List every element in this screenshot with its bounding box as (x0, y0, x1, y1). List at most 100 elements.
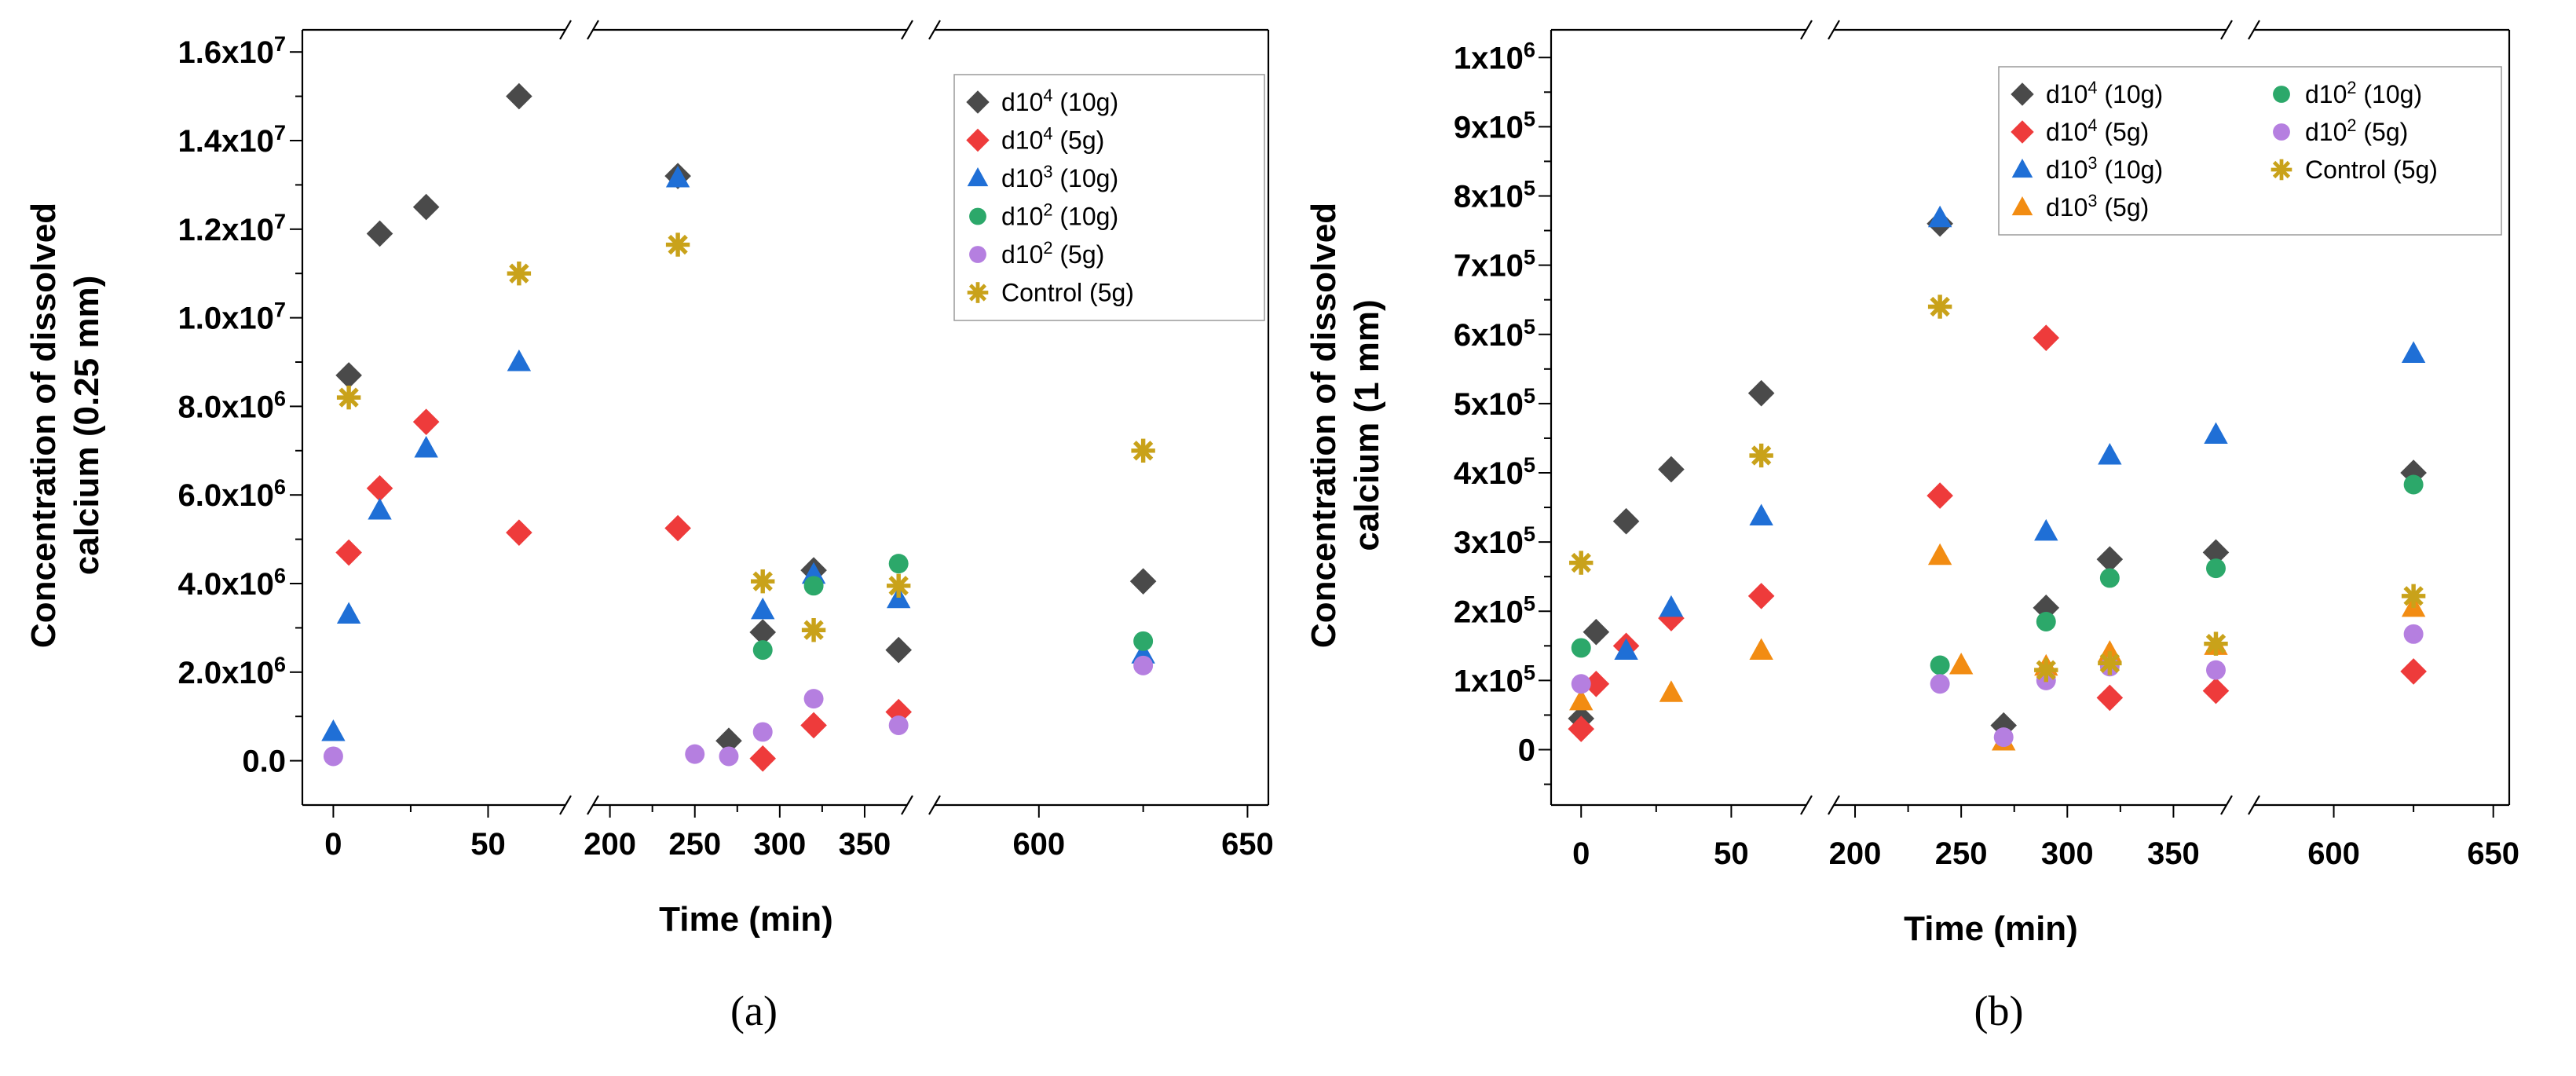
panel-b-x-axis-label: Time (min) (1904, 909, 2078, 948)
panel-b-data-point-shape (2403, 624, 2424, 644)
panel-b-data-point-shape (1993, 727, 2014, 748)
panel-a-data-point-shape (321, 719, 346, 741)
panel-b-data-point-shape (1658, 456, 1685, 483)
panel-a-data-point-shape (335, 362, 362, 389)
panel-a-data-point (752, 640, 773, 661)
panel-a-data-point (888, 554, 909, 574)
panel-a-data-point-shape (335, 539, 362, 566)
panel-b-data-point-shape (2036, 611, 2056, 631)
panel-a-data-point (803, 576, 824, 596)
panel-a-top-break-0-1 (587, 20, 599, 40)
panel-a-data-point (321, 719, 346, 741)
panel-b-data-point (1659, 595, 1684, 617)
panel-b-x-tick-label: 0 (1572, 836, 1590, 871)
panel-b-x-tick-label: 600 (2307, 836, 2360, 871)
panel-a-data-point (336, 385, 361, 410)
panel-b-x-tick-label: 650 (2467, 836, 2519, 871)
panel-b-data-point (1927, 295, 1952, 319)
panel-b-data-point-shape (1927, 482, 1953, 509)
panel-a-series-3 (752, 554, 1154, 661)
panel-a-x-tick-label: 300 (753, 827, 806, 862)
panel-b-series-2 (1614, 205, 2426, 661)
panel-a-data-point (685, 744, 705, 764)
panel-b-legend-swatch-shape (2273, 86, 2290, 103)
panel-a-legend-item: d104 (10g) (966, 86, 1118, 116)
panel-b-data-point-stroke (1751, 445, 1772, 466)
panel-a: 0.0 2.0x106 4.0x106 6.0x106 8.0x106 1.0x107 1.… (24, 20, 1274, 1034)
panel-a-top-break-0-0 (559, 20, 572, 40)
panel-b-series-1 (1568, 324, 2427, 742)
panel-b-data-point (1658, 456, 1685, 483)
panel-a-data-point-shape (715, 727, 742, 755)
panel-b-data-point (2401, 584, 2426, 609)
panel-a-legend-item: d103 (10g) (967, 162, 1118, 192)
panel-b-data-point-shape (2202, 677, 2230, 705)
panel-b-data-point-shape (2099, 568, 2120, 588)
panel-b-data-point-shape (1571, 638, 1591, 658)
panel-a-series-4 (323, 655, 1154, 767)
panel-b-legend-label: d102 (10g) (2305, 78, 2422, 109)
panel-a-data-point (665, 232, 690, 257)
panel-a-x-tick-label: 200 (584, 827, 636, 862)
panel-b-data-point-stroke (2205, 633, 2227, 654)
panel-b-legend-swatch-shape (2273, 123, 2290, 141)
panel-a-legend: d104 (10g) d104 (5g) d103 (10g) d102 (10g) d… (953, 74, 1265, 321)
panel-a-data-point (506, 519, 532, 546)
panel-a-x-tick-label: 350 (839, 827, 891, 862)
panel-b-data-point (1927, 482, 1953, 509)
panel-b-data-point (1747, 583, 1775, 609)
panel-b-data-point (2096, 546, 2124, 573)
panel-b-legend-swatch (2011, 196, 2033, 216)
panel-a-data-point-shape (414, 435, 438, 458)
panel-b-data-point-shape (1930, 655, 1950, 675)
panel-a-legend-label: d102 (5g) (1001, 238, 1104, 269)
panel-a-y-tick-label: 6.0x106 (178, 474, 286, 514)
panel-a-data-point-shape (506, 82, 532, 110)
panel-a-legend-label: d102 (10g) (1001, 199, 1118, 231)
panel-a-data-point (414, 435, 438, 458)
panel-a-legend-item: Control (5g) (967, 279, 1134, 307)
panel-b-legend-swatch (2273, 86, 2290, 103)
panel-b-x-tick-label: 250 (1935, 836, 1988, 871)
panel-b-data-point-shape (2202, 539, 2230, 566)
panel-a-legend-swatch (969, 246, 986, 263)
panel-b-data-point (1583, 670, 1610, 697)
panel-b-data-point (2204, 422, 2228, 445)
panel-a-data-point (801, 618, 826, 642)
panel-b-data-point (2202, 539, 2230, 566)
panel-a-legend-item: d104 (5g) (966, 123, 1104, 155)
panel-a-data-point-shape (803, 689, 824, 709)
panel-a-x-tick-label: 0 (324, 827, 342, 862)
panel-a-data-point (719, 746, 739, 767)
panel-b-data-point-shape (1569, 688, 1594, 711)
panel-b-y-tick-label: 4x105 (1454, 452, 1535, 492)
panel-b-x-break-1-1 (2248, 795, 2260, 815)
panel-b-data-point (2036, 611, 2056, 631)
panel-b-legend-swatch-shape (2011, 159, 2033, 178)
panel-a-data-point-shape (888, 716, 909, 735)
panel-a-legend-swatch (967, 282, 989, 303)
panel-b-legend-label: d104 (10g) (2046, 78, 2163, 109)
panel-b-legend-swatch (2011, 159, 2033, 178)
panel-b-legend-swatch-shape (2011, 82, 2034, 106)
panel-b-data-point-shape (1747, 379, 1775, 407)
panel-a-x-axis-label: Time (min) (659, 900, 833, 939)
panel-b-legend-swatch (2273, 123, 2290, 141)
panel-b-legend-label: d102 (5g) (2305, 115, 2408, 147)
panel-a-y-tick-label: 1.0x107 (178, 297, 286, 336)
panel-b-x-break-0-1 (1828, 795, 1840, 815)
panel-b: 0 1x105 2x105 3x105 4x105 5x105 6x105 7x105 8x10… (1304, 20, 2519, 1034)
panel-a-y-tick-label: 4.0x106 (178, 563, 286, 602)
panel-a-data-point (368, 497, 392, 520)
panel-a-x-break-1-0 (901, 795, 913, 815)
panel-a-data-point (749, 619, 777, 646)
panel-b-data-point-shape (2034, 518, 2058, 541)
panel-b-data-point (2403, 474, 2424, 495)
panel-b-data-point (2099, 568, 2120, 588)
panel-a-x-break-1-1 (928, 795, 941, 815)
panel-b-data-point (1614, 638, 1638, 661)
panel-b-data-point (1749, 638, 1773, 661)
panel-a-data-point-shape (664, 514, 691, 542)
panel-a-data-point-stroke (803, 620, 824, 640)
